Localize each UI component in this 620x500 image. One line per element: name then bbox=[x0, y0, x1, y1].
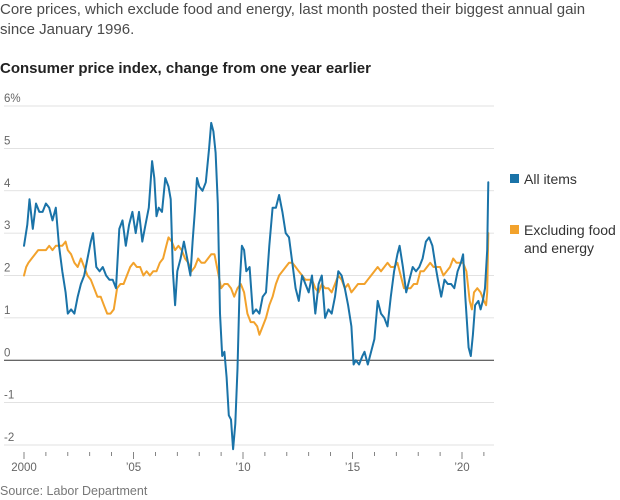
legend-label: All items bbox=[524, 171, 577, 187]
series-line-all-items bbox=[23, 121, 490, 451]
gridlines bbox=[4, 105, 494, 446]
x-tick-label: ’10 bbox=[235, 462, 250, 474]
y-tick-label: 0 bbox=[4, 347, 10, 359]
y-tick-label: 6% bbox=[4, 93, 21, 105]
source-note: Source: Labor Department bbox=[0, 484, 148, 498]
intro-text: Core prices, which exclude food and ener… bbox=[0, 1, 586, 38]
x-axis-ticks: 2000 ’05 ’10 ’15 ’20 bbox=[11, 452, 485, 474]
y-tick-label: 5 bbox=[4, 135, 10, 147]
y-tick-label: -2 bbox=[4, 432, 14, 444]
series-lines bbox=[23, 121, 490, 451]
legend-swatch bbox=[510, 174, 519, 183]
y-tick-label: 2 bbox=[4, 263, 10, 275]
series-line-core bbox=[23, 232, 490, 336]
y-tick-label: 3 bbox=[4, 220, 10, 232]
legend-label: Excluding food and energy bbox=[524, 222, 616, 256]
x-tick-label: 2000 bbox=[11, 462, 37, 474]
x-tick-label: ’15 bbox=[345, 462, 360, 474]
y-axis-ticks: 6% 5 4 3 2 1 0 -1 -2 bbox=[4, 93, 21, 444]
x-tick-label: ’05 bbox=[126, 462, 141, 474]
legend-swatch bbox=[510, 225, 519, 234]
y-tick-label: -1 bbox=[4, 390, 14, 402]
y-tick-label: 1 bbox=[4, 305, 10, 317]
legend: All items Excluding food and energy bbox=[510, 171, 616, 256]
y-tick-label: 4 bbox=[4, 178, 11, 190]
chart-title: Consumer price index, change from one ye… bbox=[0, 60, 371, 77]
x-tick-label: ’20 bbox=[454, 462, 469, 474]
